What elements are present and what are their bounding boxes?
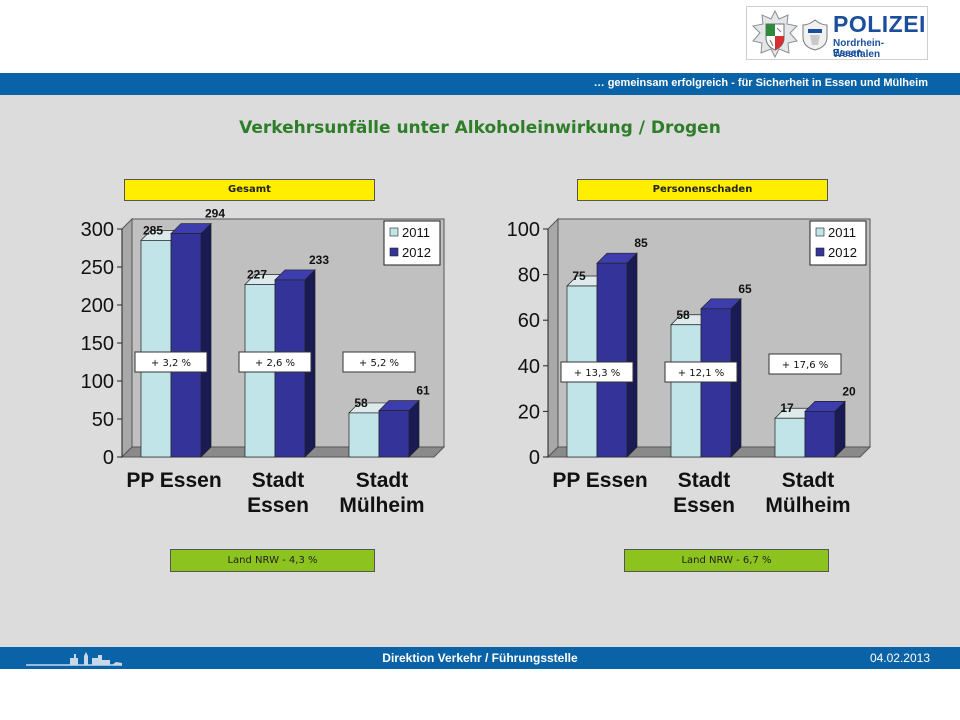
data-label: 58 — [354, 396, 368, 410]
data-label: 17 — [780, 401, 794, 415]
bottom-bar: Direktion Verkehr / Führungsstelle 04.02… — [0, 647, 960, 669]
y-tick-label: 0 — [103, 447, 114, 469]
data-label: 20 — [842, 384, 856, 398]
legend-label: 2012 — [828, 245, 857, 260]
category-label: Essen — [247, 494, 309, 517]
y-tick-label: 0 — [529, 447, 540, 469]
category-label: Essen — [673, 494, 735, 517]
change-box — [134, 351, 208, 373]
bar-side — [200, 222, 212, 458]
chart-footer-gesamt: Land NRW - 4,3 % — [170, 549, 375, 572]
category-label: Mülheim — [765, 494, 850, 517]
change-label: + 13,3 % — [574, 368, 621, 379]
y-tick-label: 300 — [81, 219, 114, 241]
y-tick-label: 20 — [518, 401, 540, 423]
bar-2012 — [804, 411, 836, 458]
footer-date: 04.02.2013 — [869, 651, 930, 665]
logo-subtitle-state: Nordrhein-Westfalen — [833, 38, 885, 60]
bar-2012 — [170, 233, 202, 458]
data-label: 58 — [676, 308, 690, 322]
legend-swatch — [815, 247, 825, 257]
bar-2012 — [596, 262, 628, 458]
chart-header-personenschaden: Personenschaden — [577, 179, 828, 201]
bar-2011 — [348, 412, 380, 458]
change-box — [560, 361, 634, 383]
category-label: Stadt — [252, 469, 305, 492]
bar-2011 — [140, 240, 172, 458]
category-label: Stadt — [678, 469, 731, 492]
y-tick-label: 50 — [92, 409, 114, 431]
data-label: 75 — [572, 269, 586, 283]
y-tick-label: 60 — [518, 310, 540, 332]
chart-personenschaden: 0 20 40 60 80 100 75 85 PP Essen + 13,3 % 58 65 Stad… — [507, 217, 872, 517]
data-label: 233 — [309, 253, 329, 267]
legend-swatch — [389, 227, 399, 237]
logo-title: POLIZEI — [833, 11, 926, 37]
category-label: PP Essen — [552, 469, 647, 492]
tagline: … gemeinsam erfolgreich - für Sicherheit… — [593, 77, 928, 89]
change-label: + 3,2 % — [151, 358, 191, 369]
data-label: 227 — [247, 267, 267, 281]
bar-2011 — [670, 324, 702, 458]
y-tick-label: 100 — [81, 371, 114, 393]
data-label: 61 — [416, 384, 430, 398]
footer-text: Direktion Verkehr / Führungsstelle — [382, 651, 578, 665]
legend-label: 2011 — [828, 225, 856, 240]
chart-header-gesamt: Gesamt — [124, 179, 375, 201]
polizei-logo: POLIZEI Nordrhein-Westfalen Essen — [746, 6, 928, 60]
bar-2012 — [700, 308, 732, 458]
chart-gesamt: 0 50 100 150 200 250 300 285 294 PP Essen + 3,2 % 2… — [81, 207, 446, 517]
chart-footer-personenschaden: Land NRW - 6,7 % — [624, 549, 829, 572]
category-label: Stadt — [782, 469, 835, 492]
data-label: 65 — [738, 282, 752, 296]
change-label: + 17,6 % — [782, 360, 829, 371]
change-label: + 2,6 % — [255, 358, 295, 369]
legend-swatch — [815, 227, 825, 237]
plot-side-wall — [547, 217, 559, 459]
legend-swatch — [389, 247, 399, 257]
change-box — [768, 353, 842, 375]
bar-side — [626, 252, 638, 458]
y-tick-label: 40 — [518, 356, 540, 378]
skyline-icon — [26, 652, 122, 666]
police-star-icon — [751, 10, 799, 58]
data-label: 294 — [205, 207, 225, 221]
legend-box — [809, 220, 867, 266]
bar-2011 — [774, 417, 806, 458]
change-box — [664, 361, 738, 383]
y-tick-label: 200 — [81, 295, 114, 317]
y-tick-label: 250 — [81, 257, 114, 279]
change-box — [342, 351, 416, 373]
change-label: + 12,1 % — [678, 368, 725, 379]
bar-2012 — [378, 410, 410, 458]
data-label: 85 — [634, 236, 648, 250]
y-tick-label: 80 — [518, 265, 540, 287]
slide-title: Verkehrsunfälle unter Alkoholeinwirkung … — [239, 118, 721, 138]
plot-side-wall — [121, 217, 133, 459]
category-label: Mülheim — [339, 494, 424, 517]
y-tick-label: 150 — [81, 333, 114, 355]
change-box — [238, 351, 312, 373]
category-label: Stadt — [356, 469, 409, 492]
top-bar: … gemeinsam erfolgreich - für Sicherheit… — [0, 73, 960, 95]
data-label: 285 — [143, 223, 163, 237]
y-tick-label: 100 — [507, 219, 540, 241]
logo-subtitle-city: Essen — [833, 48, 863, 59]
change-label: + 5,2 % — [359, 358, 399, 369]
emblem-icon — [802, 19, 828, 51]
category-label: PP Essen — [126, 469, 221, 492]
legend-label: 2012 — [402, 245, 431, 260]
legend-label: 2011 — [402, 225, 430, 240]
